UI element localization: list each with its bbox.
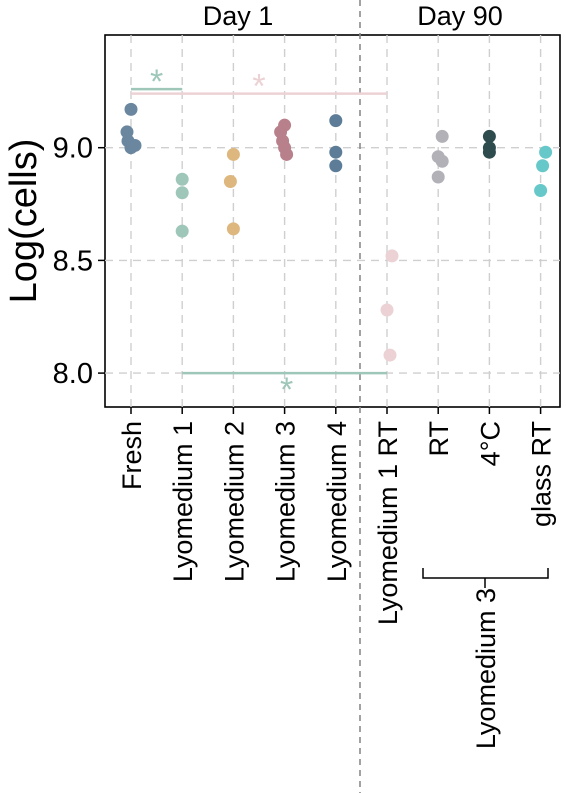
bracket-line xyxy=(422,568,549,579)
data-point xyxy=(536,159,550,173)
data-point xyxy=(534,184,548,198)
x-tick-label: 4°C xyxy=(475,421,505,466)
x-tick-label: Lyomedium 4 xyxy=(322,421,352,582)
lyomedium3-bracket: Lyomedium 3 xyxy=(422,568,549,749)
significance-star: * xyxy=(150,63,163,101)
data-point xyxy=(329,114,343,128)
data-point xyxy=(482,145,496,159)
y-axis-ticks: 8.0 8.5 9.0 xyxy=(53,133,105,390)
panel-label-day1: Day 1 xyxy=(203,1,274,31)
y-axis-title: Log(cells) xyxy=(3,139,45,304)
data-point xyxy=(435,154,449,168)
plot-panel: * * * xyxy=(104,0,561,793)
data-point xyxy=(385,249,399,263)
data-point xyxy=(329,159,343,173)
y-tick-label: 9.0 xyxy=(53,133,93,165)
x-tick-label: Lyomedium 2 xyxy=(219,421,249,582)
x-axis-ticks: Fresh Lyomedium 1 Lyomedium 2 Lyomedium 3 Ly… xyxy=(117,407,557,625)
data-point xyxy=(223,175,237,189)
significance-star: * xyxy=(252,68,265,106)
y-tick-label: 8.0 xyxy=(53,358,93,390)
y-tick-label: 8.5 xyxy=(53,245,93,277)
x-tick-label: Fresh xyxy=(117,421,147,490)
data-point xyxy=(435,129,449,143)
data-point xyxy=(383,348,397,362)
x-tick-label: RT xyxy=(424,421,454,457)
data-point xyxy=(539,145,553,159)
x-tick-label: Lyomedium 3 xyxy=(271,421,301,582)
data-point xyxy=(124,102,138,116)
data-point xyxy=(175,172,189,186)
data-point xyxy=(431,170,445,184)
panel-label-day90: Day 90 xyxy=(417,1,503,31)
x-tick-label: Lyomedium 1 xyxy=(168,421,198,582)
data-point xyxy=(329,145,343,159)
data-point xyxy=(280,147,294,161)
data-points xyxy=(120,102,553,362)
data-point xyxy=(482,129,496,143)
data-point xyxy=(128,138,142,152)
data-point xyxy=(175,224,189,238)
significance-annotations: * * * xyxy=(131,63,387,409)
bracket-label: Lyomedium 3 xyxy=(471,588,501,749)
grid xyxy=(105,35,560,407)
data-point xyxy=(175,186,189,200)
x-tick-label: Lyomedium 1 RT xyxy=(373,421,403,625)
plot-border xyxy=(104,34,561,408)
data-point xyxy=(226,222,240,236)
data-point xyxy=(226,147,240,161)
data-point xyxy=(380,303,394,317)
significance-star: * xyxy=(280,371,293,409)
x-tick-label: glass RT xyxy=(527,421,557,527)
